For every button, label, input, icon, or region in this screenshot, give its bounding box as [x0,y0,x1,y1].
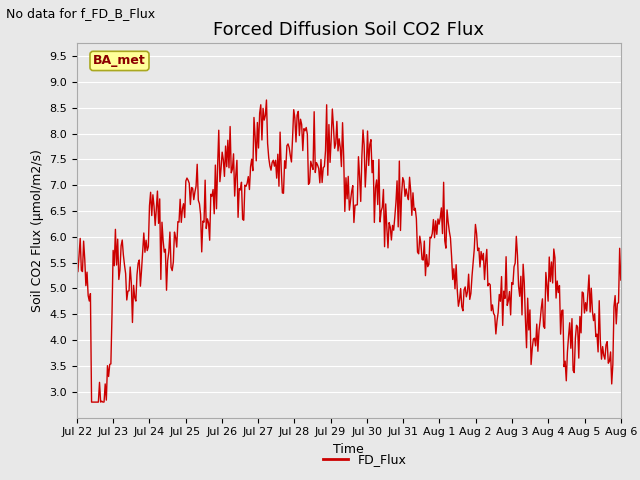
Title: Forced Diffusion Soil CO2 Flux: Forced Diffusion Soil CO2 Flux [213,21,484,39]
Legend: FD_Flux: FD_Flux [318,448,412,471]
X-axis label: Time: Time [333,443,364,456]
Text: No data for f_FD_B_Flux: No data for f_FD_B_Flux [6,7,156,20]
Text: BA_met: BA_met [93,54,146,67]
Y-axis label: Soil CO2 Flux (µmol/m2/s): Soil CO2 Flux (µmol/m2/s) [31,149,44,312]
